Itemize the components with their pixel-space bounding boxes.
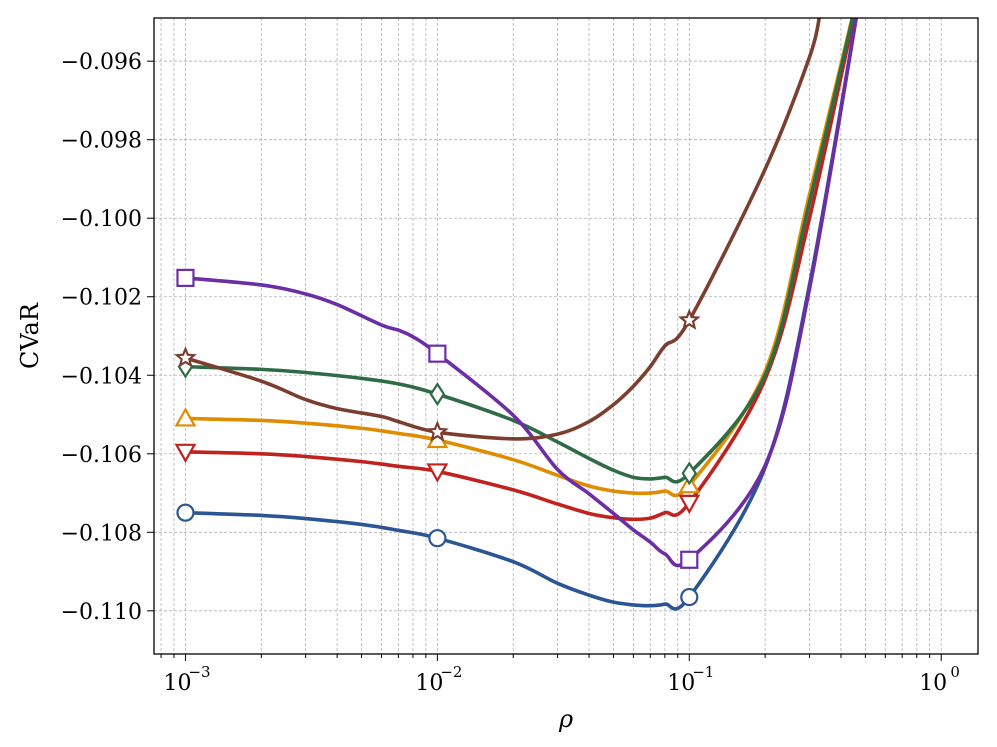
x-tick-exponent: −3 [188,663,210,681]
triangle-up-marker [174,407,197,427]
diamond-marker [429,382,446,407]
x-tick-label: 10 [919,671,947,696]
x-tick-exponent: −1 [692,663,714,681]
series-layer [183,18,859,611]
y-tick-label: −0.106 [61,443,142,468]
circle-marker [176,503,195,522]
star-marker [426,420,449,442]
square-marker [176,268,195,287]
plot-frame [153,17,979,655]
y-tick-label: −0.102 [61,286,142,311]
star-marker [677,308,701,330]
x-axis-ticks: 10−3 10−2 10−1 10 0 [160,654,960,696]
series-line-square [183,18,859,568]
series-line-diamond [183,18,855,484]
circle-marker [680,587,699,607]
x-tick-label: 10 [415,671,443,696]
marker-layer [174,268,701,607]
square-marker [428,344,447,363]
diamond-marker [681,461,698,486]
plot-background [154,18,978,654]
series-line-star [183,18,821,441]
y-tick-label: −0.108 [61,521,142,546]
triangle-down-marker [174,443,197,464]
y-tick-label: −0.096 [61,50,142,75]
y-axis-ticks: −0.096 −0.098 −0.100 −0.102 −0.104 −0.106 −0.1… [61,50,154,625]
square-marker [680,550,699,569]
x-tick-label: 10 [163,671,191,696]
circle-marker [428,529,447,548]
y-axis-title: CVaR [16,302,44,369]
star-marker [174,346,197,368]
x-tick-exponent: −2 [440,663,462,681]
x-axis-title: ρ [558,705,573,733]
y-tick-label: −0.100 [61,207,142,232]
x-tick-exponent: 0 [950,663,960,681]
triangle-down-marker [678,494,701,515]
y-tick-label: −0.098 [61,129,142,154]
x-tick-label: 10 [667,671,695,696]
grid-lines [154,18,978,654]
y-tick-label: −0.110 [61,600,142,625]
triangle-down-marker [426,463,449,483]
y-tick-label: −0.104 [61,364,142,389]
